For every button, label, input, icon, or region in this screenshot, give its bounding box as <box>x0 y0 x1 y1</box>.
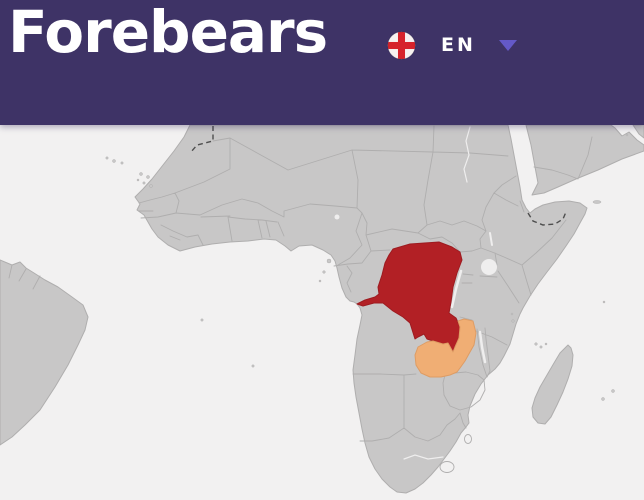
enclave-eswatini <box>464 434 472 444</box>
small-islands <box>105 133 629 401</box>
app-header: Forebears EN <box>0 0 644 125</box>
brand-logo[interactable]: Forebears <box>8 0 328 66</box>
language-code: EN <box>441 34 476 56</box>
lake-chad <box>334 214 340 220</box>
landmass-arabia <box>525 125 644 196</box>
world-map[interactable] <box>0 125 644 500</box>
country-borders <box>8 125 593 442</box>
landmass-africa <box>134 125 588 494</box>
chevron-down-icon <box>498 39 517 51</box>
lake-tanganyika <box>450 269 463 309</box>
border-western-sahara-dashed <box>190 126 214 153</box>
country-zambia[interactable] <box>414 318 477 378</box>
country-dr-congo[interactable] <box>356 241 463 353</box>
river-nile <box>463 126 471 183</box>
border-somaliland-dashed <box>527 211 567 226</box>
language-selector[interactable]: EN <box>387 29 517 61</box>
island-madagascar <box>531 344 574 425</box>
lake-malawi <box>478 330 487 364</box>
landmass-south-america <box>0 259 89 446</box>
lake-victoria <box>481 259 497 275</box>
enclave-lesotho <box>439 461 455 473</box>
river-orange <box>403 454 444 460</box>
england-flag-icon <box>387 30 416 60</box>
lake-turkana <box>489 232 493 246</box>
landmass-iran-corner <box>632 125 644 139</box>
map-canvas[interactable] <box>0 125 644 500</box>
